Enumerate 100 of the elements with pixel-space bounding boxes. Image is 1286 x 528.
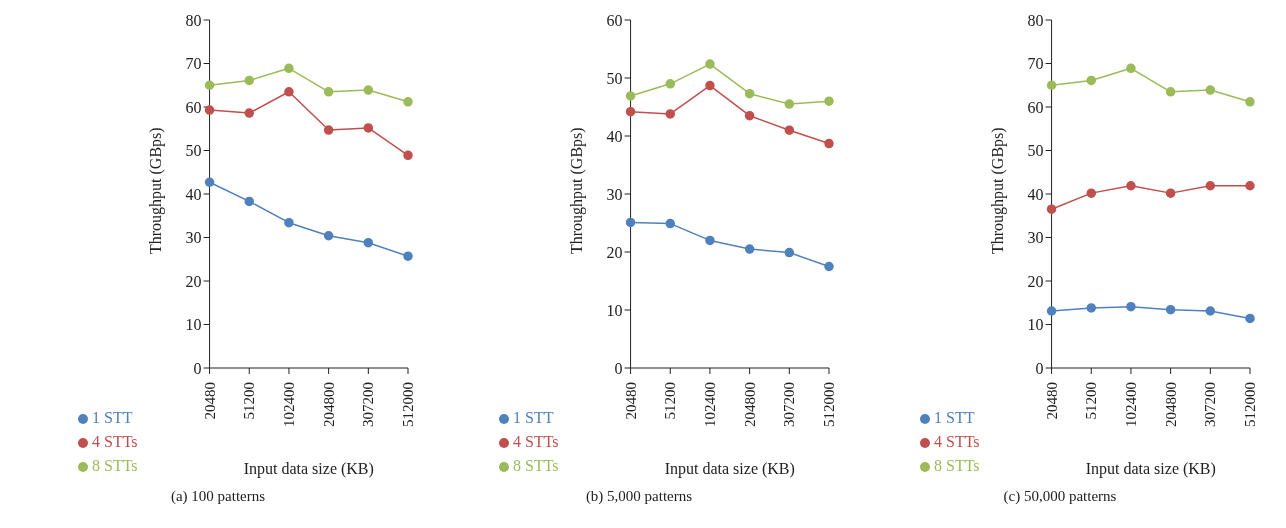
- text: (b) 5,000 patterns: [584, 488, 694, 505]
- point: [204, 105, 215, 115]
- x-tick-label: 307200: [360, 382, 377, 427]
- legend-label: 1 STT: [92, 409, 133, 426]
- point: [1205, 306, 1216, 316]
- x-tick-label: 20480: [201, 382, 218, 420]
- x-tick-label: 204800: [320, 382, 337, 427]
- y-tick-label: 20: [1027, 272, 1044, 290]
- point: [1086, 303, 1096, 313]
- point: [625, 91, 636, 101]
- point: [204, 80, 215, 90]
- y-tick-label: 50: [1027, 142, 1044, 160]
- point: [1086, 188, 1096, 198]
- y-tick-label: 10: [1027, 316, 1044, 334]
- x-axis-title: Input data size (KB): [664, 460, 795, 478]
- x-tick-label: 102400: [280, 382, 297, 427]
- legend-label: 1 STT: [934, 409, 975, 426]
- x-tick-label: 307200: [1202, 382, 1219, 427]
- point: [1046, 306, 1057, 316]
- y-tick-label: 40: [1027, 185, 1044, 203]
- point: [323, 125, 334, 135]
- point: [1086, 75, 1096, 86]
- point: [625, 106, 636, 117]
- point: [744, 88, 755, 99]
- y-axis-title: Throughput (GBps): [147, 127, 166, 254]
- x-tick-label: 512000: [1242, 382, 1258, 427]
- point: [744, 110, 755, 121]
- point: [784, 247, 795, 258]
- x-tick-label: 20480: [1043, 382, 1060, 420]
- x-tick-label: 51200: [1083, 382, 1100, 420]
- legend-label: 4 STTs: [934, 433, 980, 450]
- x-tick-label: 204800: [1162, 382, 1179, 427]
- y-tick-label: 10: [606, 301, 623, 319]
- point: [665, 218, 675, 229]
- x-tick-label: 51200: [662, 382, 679, 420]
- y-tick-label: 30: [185, 229, 202, 247]
- y-axis-title: Throughput (GBps): [568, 127, 587, 254]
- point: [403, 97, 413, 107]
- y-tick-label: 50: [185, 142, 202, 160]
- point: [1205, 180, 1216, 191]
- legend-label: 4 STTs: [513, 433, 559, 450]
- y-tick-label: 30: [606, 185, 623, 203]
- y-tick-label: 40: [606, 127, 623, 145]
- x-tick-label: 102400: [1122, 382, 1139, 427]
- point: [363, 85, 374, 95]
- y-tick-label: 60: [606, 11, 623, 29]
- x-tick-label: 20480: [622, 382, 639, 420]
- point: [824, 96, 834, 106]
- point: [204, 177, 215, 188]
- point: [284, 63, 294, 74]
- point: [244, 196, 254, 207]
- x-tick-label: 102400: [701, 382, 718, 427]
- x-tick-label: 512000: [821, 382, 837, 427]
- x-tick-label: 512000: [400, 382, 416, 427]
- legend-label: 8 STTs: [92, 457, 138, 474]
- point: [784, 125, 795, 135]
- point: [705, 235, 715, 246]
- point: [1245, 180, 1255, 191]
- y-tick-label: 30: [1027, 229, 1044, 247]
- point: [363, 123, 374, 133]
- point: [705, 59, 715, 69]
- point: [1126, 180, 1136, 191]
- y-tick-label: 80: [1027, 11, 1044, 29]
- legend-label: 1 STT: [513, 409, 554, 426]
- point: [784, 99, 795, 109]
- point: [244, 75, 254, 86]
- point: [1165, 304, 1176, 315]
- point: [363, 237, 374, 248]
- point: [1126, 63, 1136, 74]
- point: [824, 138, 834, 149]
- point: [323, 87, 334, 97]
- y-tick-label: 0: [193, 359, 202, 377]
- point: [1046, 80, 1057, 90]
- y-tick-label: 70: [1027, 55, 1044, 73]
- point: [403, 251, 413, 261]
- point: [244, 108, 254, 118]
- point: [824, 261, 834, 272]
- point: [705, 80, 715, 91]
- y-tick-label: 0: [614, 359, 623, 377]
- y-tick-label: 20: [185, 272, 202, 290]
- point: [1046, 204, 1057, 214]
- x-tick-label: 51200: [241, 382, 258, 420]
- point: [1126, 301, 1136, 312]
- y-tick-label: 80: [185, 11, 202, 29]
- point: [403, 150, 413, 161]
- point: [1205, 85, 1216, 95]
- y-tick-label: 50: [606, 69, 623, 87]
- point: [665, 109, 675, 119]
- y-tick-label: 10: [185, 316, 202, 334]
- y-tick-label: 0: [1035, 359, 1044, 377]
- text: (a) 100 patterns: [169, 488, 267, 505]
- y-tick-label: 70: [185, 55, 202, 73]
- y-tick-label: 20: [606, 243, 623, 261]
- point: [744, 244, 755, 254]
- point: [665, 79, 675, 89]
- x-tick-label: 204800: [741, 382, 758, 427]
- x-axis-title: Input data size (KB): [1085, 460, 1216, 478]
- legend-label: 4 STTs: [92, 433, 138, 450]
- x-axis-title: Input data size (KB): [243, 460, 374, 478]
- legend-label: 8 STTs: [934, 457, 980, 474]
